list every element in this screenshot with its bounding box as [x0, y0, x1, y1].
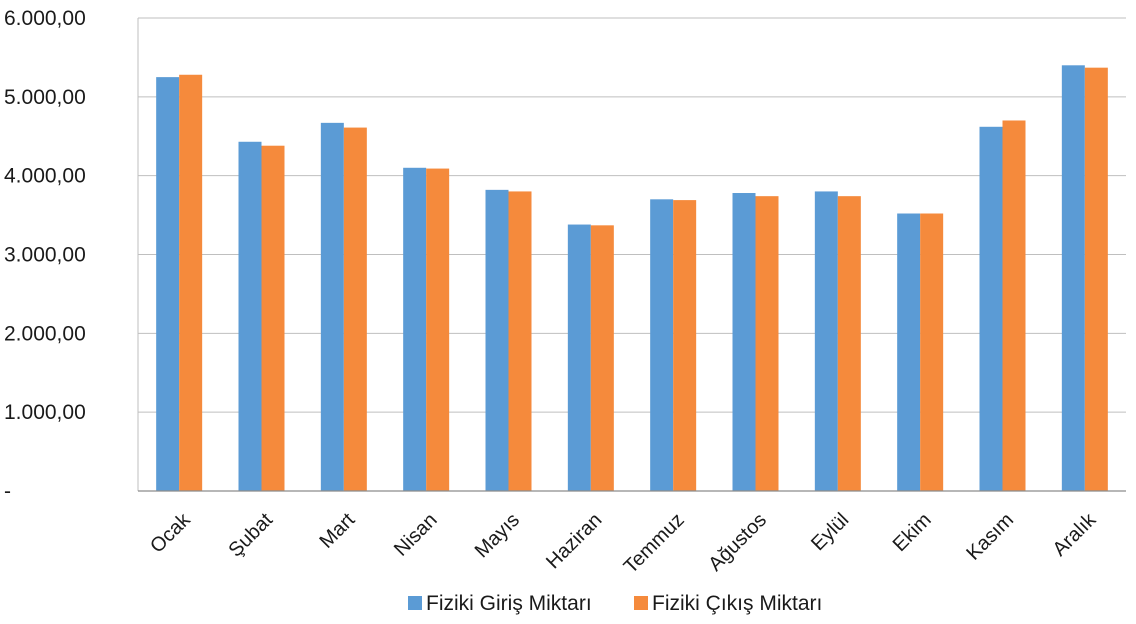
x-tick-label: Kasım	[962, 509, 1018, 565]
y-axis: - 1.000,00 2.000,00 3.000,00 4.000,00 5.000,0…	[4, 7, 86, 503]
x-tick-label: Ekim	[889, 509, 936, 556]
bar-cikis	[179, 74, 203, 491]
y-tick-label: 4.000,00	[4, 165, 86, 188]
x-tick-label: Haziran	[542, 509, 606, 573]
bar-giris	[732, 193, 756, 491]
x-tick-label: Ocak	[146, 508, 195, 557]
bar-giris	[567, 224, 591, 491]
legend-label: Fiziki Çıkış Miktarı	[652, 592, 822, 615]
bar-cikis	[1002, 120, 1026, 491]
x-axis: Ocak Şubat Mart Nisan Mayıs Haziran Temmuz Ağus…	[138, 490, 1126, 578]
bar-cikis	[920, 213, 944, 492]
gridlines	[137, 17, 1126, 491]
legend-swatch	[408, 596, 422, 610]
legend: Fiziki Giriş Miktarı Fiziki Çıkış Miktarı	[408, 592, 822, 615]
bar-giris	[650, 199, 674, 492]
bar-giris	[156, 77, 180, 491]
bar-giris	[485, 189, 509, 491]
x-tick-label: Temmuz	[620, 509, 689, 578]
x-tick-label: Aralık	[1049, 508, 1101, 560]
bar-giris	[403, 167, 427, 492]
bar-cikis	[755, 196, 779, 491]
x-tick-label: Mart	[316, 509, 360, 553]
x-tick-label: Mayıs	[471, 509, 524, 562]
bar-cikis	[673, 200, 697, 492]
bar-cikis	[837, 196, 861, 491]
y-tick-label: 5.000,00	[4, 86, 86, 109]
bar-giris	[814, 191, 838, 491]
bar-cikis	[508, 191, 532, 491]
bars	[156, 65, 1108, 492]
bar-giris	[979, 126, 1003, 491]
bar-giris	[1061, 65, 1085, 492]
bar-cikis	[590, 225, 614, 491]
bar-cikis	[343, 127, 367, 491]
y-tick-label: 2.000,00	[4, 322, 86, 345]
x-tick-label: Şubat	[225, 509, 278, 562]
y-tick-label: 3.000,00	[4, 244, 86, 267]
y-tick-label: 6.000,00	[4, 7, 86, 30]
bar-cikis	[261, 145, 285, 491]
x-tick-label: Eylül	[807, 509, 853, 555]
bar-cikis	[1084, 67, 1108, 491]
bar-giris	[897, 213, 921, 492]
legend-swatch	[634, 596, 648, 610]
legend-label: Fiziki Giriş Miktarı	[426, 592, 592, 615]
bar-cikis	[426, 168, 450, 492]
y-tick-label: 1.000,00	[4, 401, 86, 424]
x-tick-label: Ağustos	[704, 509, 771, 576]
y-tick-label: -	[4, 480, 11, 503]
bar-giris	[238, 141, 262, 492]
x-tick-label: Nisan	[390, 509, 442, 561]
bar-giris	[320, 122, 344, 492]
